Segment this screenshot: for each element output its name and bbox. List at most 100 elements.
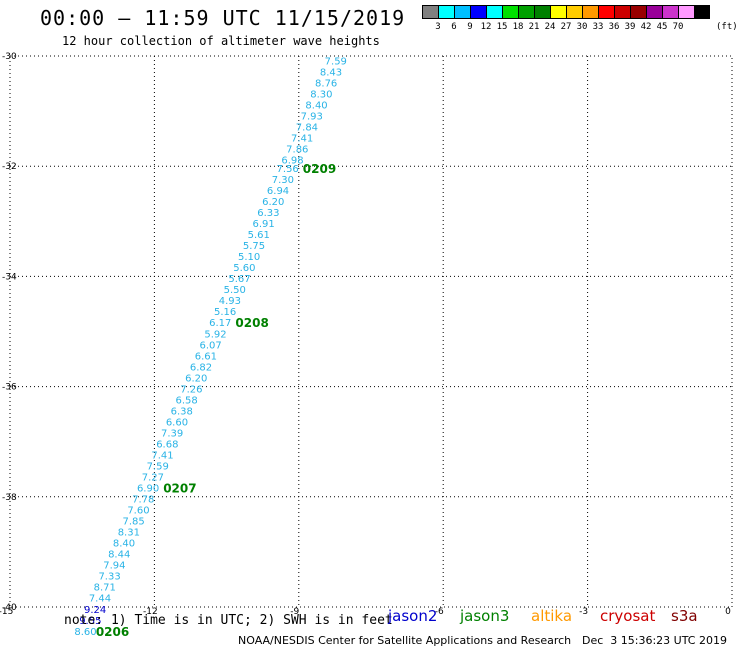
wave-height-label: 6.58 (175, 395, 197, 406)
color-legend-label: 3 (435, 22, 441, 32)
mission-legend-s3a: s3a (671, 607, 698, 625)
wave-height-label: 8.30 (310, 90, 332, 101)
wave-height-label: 7.44 (89, 594, 111, 605)
footer-note: note: 1) Time is in UTC; 2) SWH is in fe… (64, 613, 393, 628)
wave-height-label: 6.07 (200, 340, 222, 351)
wave-height-label: 5.16 (214, 307, 236, 318)
wave-height-label: 6.82 (190, 362, 212, 373)
wave-height-label: 6.38 (171, 406, 193, 417)
wave-height-label: 7.84 (296, 123, 318, 134)
latitude-tick-label: -40 (2, 603, 17, 613)
wave-height-label: 7.60 (127, 506, 149, 517)
longitude-tick-label: 0 (725, 607, 731, 617)
longitude-tick-label: -9 (290, 607, 299, 617)
wave-height-label: 8.60 (74, 627, 96, 638)
wave-height-label: 6.33 (257, 208, 279, 219)
color-legend-label: 33 (592, 22, 604, 32)
color-legend (422, 5, 710, 21)
color-legend-swatch (502, 5, 518, 19)
color-legend-swatch (694, 5, 710, 19)
color-legend-swatch (566, 5, 582, 19)
color-legend-label: 21 (528, 22, 540, 32)
wave-height-label: 8.43 (320, 68, 342, 79)
wave-height-label: 6.20 (185, 373, 207, 384)
mission-legend-altika: altika (531, 607, 573, 625)
wave-height-label: 7.59 (147, 461, 169, 472)
color-legend-label: 15 (496, 22, 508, 32)
mission-legend-jason3: jason3 (460, 607, 510, 625)
longitude-tick-label: -15 (0, 607, 13, 617)
color-legend-label: 42 (640, 22, 652, 32)
color-legend-label: 6 (451, 22, 457, 32)
color-legend-label: 30 (576, 22, 588, 32)
latitude-tick-label: -36 (2, 383, 17, 393)
wave-height-label: 7.39 (161, 428, 183, 439)
wave-height-label: 7.85 (123, 517, 145, 528)
color-legend-label: 36 (608, 22, 620, 32)
color-legend-label: 45 (656, 22, 668, 32)
wave-height-label: 7.78 (132, 495, 154, 506)
color-legend-label: 24 (544, 22, 556, 32)
wave-height-label: 5.61 (248, 230, 270, 241)
latitude-tick-label: -30 (2, 52, 17, 62)
wave-height-label: 8.31 (118, 528, 140, 539)
pass-time-label: 0206 (96, 625, 129, 639)
color-legend-swatch (662, 5, 678, 19)
wave-height-label: 6.94 (267, 186, 289, 197)
color-legend-swatch (486, 5, 502, 19)
pass-time-label: 0207 (163, 482, 196, 496)
mission-legend-cryosat: cryosat (600, 607, 656, 625)
color-legend-unit: (ft) (716, 22, 738, 32)
color-legend-swatch (438, 5, 454, 19)
color-legend-swatch (582, 5, 598, 19)
wave-height-label: 7.59 (325, 57, 347, 68)
wave-height-label: 7.94 (103, 561, 125, 572)
wave-height-label: 6.60 (166, 417, 188, 428)
latitude-tick-label: -34 (2, 272, 17, 282)
color-legend-swatch (678, 5, 694, 19)
longitude-tick-label: -6 (435, 607, 444, 617)
wave-height-label: 5.92 (204, 329, 226, 340)
wave-height-label: 6.91 (252, 219, 274, 230)
color-legend-label: 70 (672, 22, 684, 32)
wave-height-label: 7.30 (272, 175, 294, 186)
generated-timestamp: Dec 3 15:36:23 UTC 2019 (582, 634, 727, 647)
wave-height-label: 8.40 (305, 101, 327, 112)
wave-height-label: 7.41 (291, 134, 313, 145)
wave-height-label: 4.93 (219, 296, 241, 307)
wave-height-label: 9.55 (79, 616, 101, 627)
wave-height-label: 8.71 (94, 583, 116, 594)
wave-height-label: 7.26 (180, 384, 202, 395)
color-legend-label: 18 (512, 22, 524, 32)
wave-height-label: 7.27 (142, 473, 164, 484)
latitude-tick-label: -38 (2, 493, 17, 503)
color-legend-swatch (598, 5, 614, 19)
wave-height-label: 8.40 (113, 539, 135, 550)
color-legend-swatch (614, 5, 630, 19)
color-legend-swatch (470, 5, 486, 19)
wave-height-label: 8.76 (315, 79, 337, 90)
color-legend-label: 12 (480, 22, 492, 32)
pass-time-label: 0209 (303, 162, 336, 176)
wave-height-label: 6.98 (281, 156, 303, 167)
color-legend-swatch (630, 5, 646, 19)
wave-height-label: 6.90 (137, 484, 159, 495)
color-legend-swatch (550, 5, 566, 19)
wave-height-label: 7.86 (286, 145, 308, 156)
map-title: 00:00 – 11:59 UTC 11/15/2019 (40, 6, 406, 30)
color-legend-label: 27 (560, 22, 572, 32)
mission-legend-jason2: jason2 (388, 607, 438, 625)
map-frame (9, 55, 733, 608)
wave-height-label: 6.61 (195, 351, 217, 362)
pass-time-label: 0208 (235, 316, 268, 330)
wave-height-label: 7.56 (277, 164, 299, 175)
longitude-tick-label: -3 (579, 607, 588, 617)
color-legend-swatch (534, 5, 550, 19)
color-legend-label: 9 (467, 22, 473, 32)
wave-height-label: 6.17 (209, 318, 231, 329)
color-legend-label: 39 (624, 22, 636, 32)
color-legend-swatch (646, 5, 662, 19)
color-legend-swatch (454, 5, 470, 19)
wave-height-label: 8.44 (108, 550, 130, 561)
